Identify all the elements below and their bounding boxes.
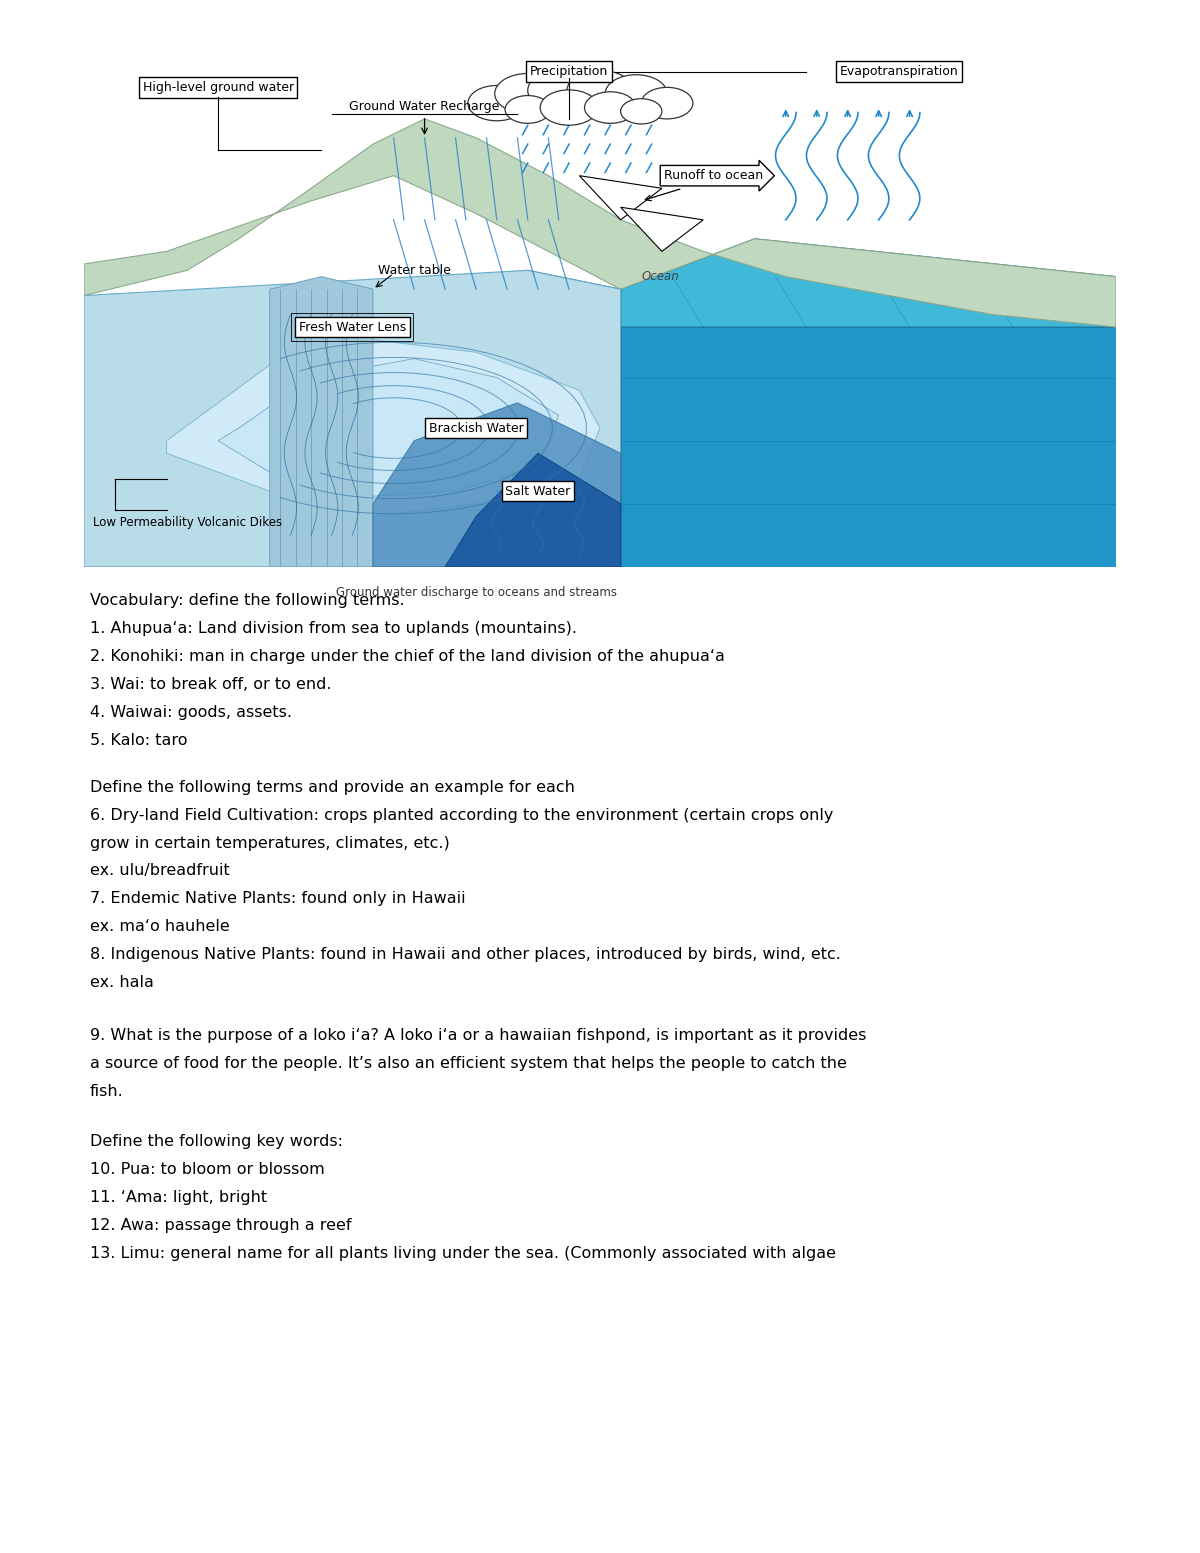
Text: Ground water discharge to oceans and streams: Ground water discharge to oceans and str… [336,585,617,598]
Text: grow in certain temperatures, climates, etc.): grow in certain temperatures, climates, … [90,836,450,851]
Text: Vocabulary: define the following terms.: Vocabulary: define the following terms. [90,593,404,609]
Text: Runoff to ocean: Runoff to ocean [664,169,763,182]
Text: Define the following terms and provide an example for each: Define the following terms and provide a… [90,780,575,795]
Text: 9. What is the purpose of a loko iʻa? A loko iʻa or a hawaiian fishpond, is impo: 9. What is the purpose of a loko iʻa? A … [90,1028,866,1044]
Circle shape [468,85,526,121]
Text: 12. Awa: passage through a reef: 12. Awa: passage through a reef [90,1218,352,1233]
Text: Water table: Water table [378,264,451,276]
Text: a source of food for the people. It’s also an efficient system that helps the pe: a source of food for the people. It’s al… [90,1056,847,1072]
Circle shape [505,96,551,123]
Circle shape [540,90,598,126]
Circle shape [584,92,636,123]
Text: Fresh Water Lens: Fresh Water Lens [299,320,406,334]
Text: Precipitation: Precipitation [530,65,608,78]
Text: 4. Waiwai: goods, assets.: 4. Waiwai: goods, assets. [90,705,292,721]
Text: ex. hala: ex. hala [90,975,154,991]
Circle shape [605,75,667,113]
Text: Define the following key words:: Define the following key words: [90,1134,343,1149]
Text: fish.: fish. [90,1084,124,1100]
Text: 1. Ahupuaʻa: Land division from sea to uplands (mountains).: 1. Ahupuaʻa: Land division from sea to u… [90,621,577,637]
Text: 3. Wai: to break off, or to end.: 3. Wai: to break off, or to end. [90,677,331,693]
Text: 10. Pua: to bloom or blossom: 10. Pua: to bloom or blossom [90,1162,325,1177]
Text: 8. Indigenous Native Plants: found in Hawaii and other places, introduced by bir: 8. Indigenous Native Plants: found in Ha… [90,947,841,963]
Text: Ocean: Ocean [641,270,679,283]
Circle shape [620,99,662,124]
Polygon shape [620,328,1116,567]
Text: 11. ʻAma: light, bright: 11. ʻAma: light, bright [90,1190,268,1205]
Text: 6. Dry-land Field Cultivation: crops planted according to the environment (certa: 6. Dry-land Field Cultivation: crops pla… [90,808,833,823]
Text: Evapotranspiration: Evapotranspiration [840,65,959,78]
Text: ex. ulu/breadfruit: ex. ulu/breadfruit [90,863,229,879]
Polygon shape [580,175,662,221]
Polygon shape [270,276,373,567]
Polygon shape [84,270,620,567]
Polygon shape [497,106,672,113]
Polygon shape [218,359,559,497]
Polygon shape [620,207,703,252]
Text: 7. Endemic Native Plants: found only in Hawaii: 7. Endemic Native Plants: found only in … [90,891,466,907]
Text: ex. maʻo hauhele: ex. maʻo hauhele [90,919,229,935]
Text: Salt Water: Salt Water [505,485,571,497]
Text: Ground Water Recharge: Ground Water Recharge [349,99,499,113]
Polygon shape [620,239,1116,328]
Polygon shape [84,120,1116,328]
Text: 5. Kalo: taro: 5. Kalo: taro [90,733,187,749]
Circle shape [641,87,692,120]
Circle shape [528,68,600,113]
Text: Brackish Water: Brackish Water [428,421,523,435]
Text: 13. Limu: general name for all plants living under the sea. (Commonly associated: 13. Limu: general name for all plants li… [90,1246,836,1261]
Text: 2. Konohiki: man in charge under the chief of the land division of the ahupuaʻa: 2. Konohiki: man in charge under the chi… [90,649,725,665]
Text: Low Permeability Volcanic Dikes: Low Permeability Volcanic Dikes [92,516,282,530]
Text: High-level ground water: High-level ground water [143,81,294,93]
Polygon shape [167,340,600,516]
Polygon shape [373,402,620,567]
Polygon shape [528,270,620,567]
Polygon shape [445,453,620,567]
Circle shape [494,73,560,113]
Text: Fresh Water Lens: Fresh Water Lens [299,320,406,334]
Circle shape [566,70,634,110]
